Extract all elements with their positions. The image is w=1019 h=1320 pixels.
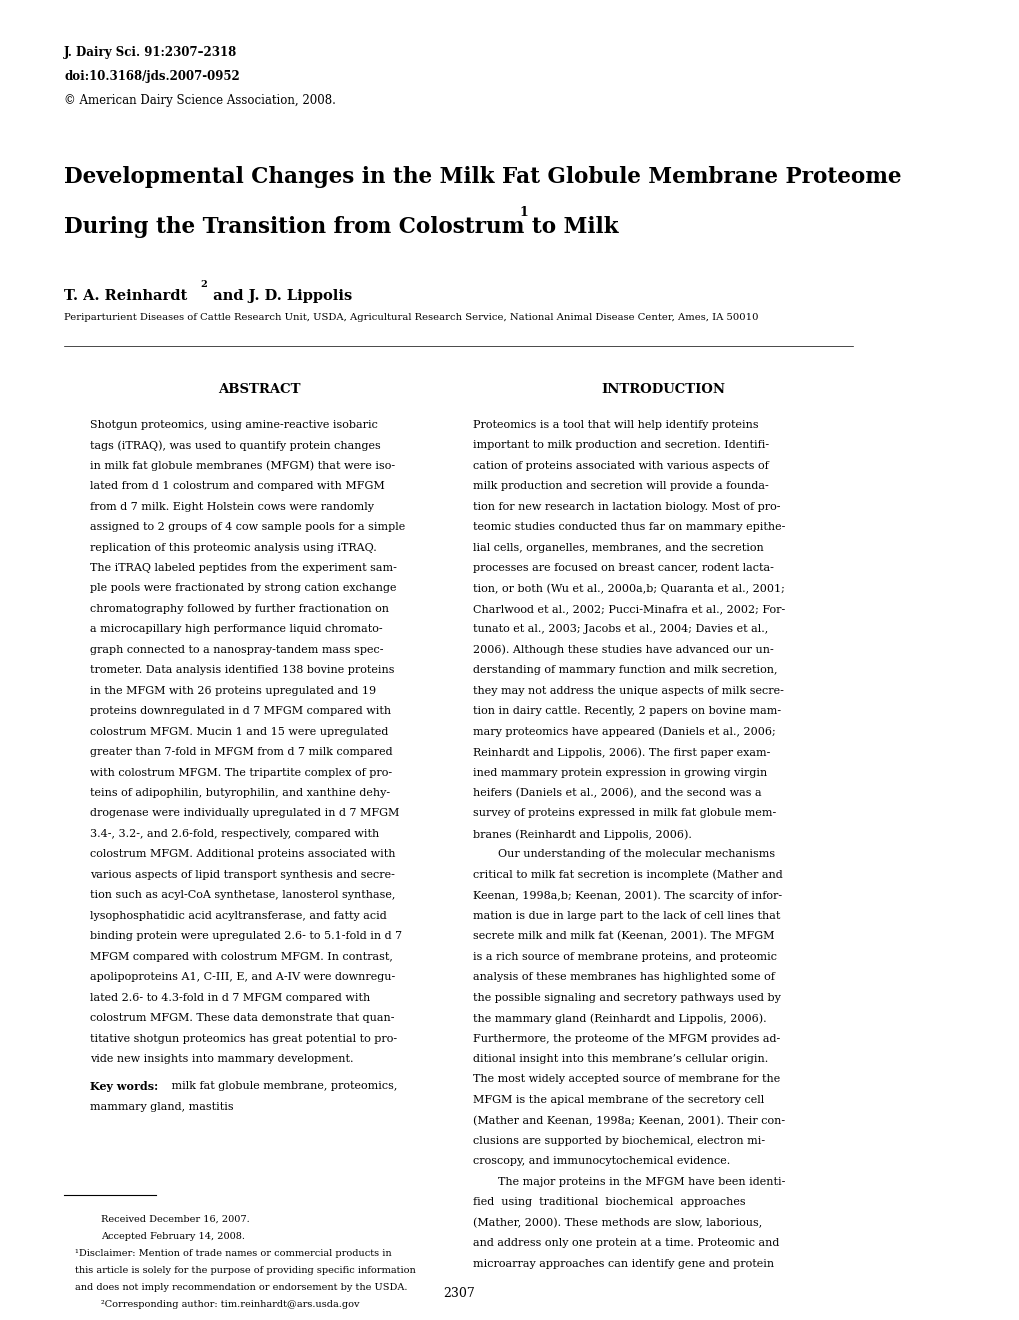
Text: Received December 16, 2007.: Received December 16, 2007. bbox=[101, 1214, 250, 1224]
Text: tion for new research in lactation biology. Most of pro-: tion for new research in lactation biolo… bbox=[472, 502, 780, 512]
Text: tunato et al., 2003; Jacobs et al., 2004; Davies et al.,: tunato et al., 2003; Jacobs et al., 2004… bbox=[472, 624, 767, 635]
Text: important to milk production and secretion. Identifi-: important to milk production and secreti… bbox=[472, 441, 768, 450]
Text: chromatography followed by further fractionation on: chromatography followed by further fract… bbox=[90, 603, 388, 614]
Text: The iTRAQ labeled peptides from the experiment sam-: The iTRAQ labeled peptides from the expe… bbox=[90, 562, 396, 573]
Text: the possible signaling and secretory pathways used by: the possible signaling and secretory pat… bbox=[472, 993, 780, 1003]
Text: Keenan, 1998a,b; Keenan, 2001). The scarcity of infor-: Keenan, 1998a,b; Keenan, 2001). The scar… bbox=[472, 890, 781, 902]
Text: a microcapillary high performance liquid chromato-: a microcapillary high performance liquid… bbox=[90, 624, 382, 635]
Text: is a rich source of membrane proteins, and proteomic: is a rich source of membrane proteins, a… bbox=[472, 952, 775, 962]
Text: Our understanding of the molecular mechanisms: Our understanding of the molecular mecha… bbox=[498, 850, 774, 859]
Text: ple pools were fractionated by strong cation exchange: ple pools were fractionated by strong ca… bbox=[90, 583, 396, 594]
Text: doi:10.3168/jds.2007-0952: doi:10.3168/jds.2007-0952 bbox=[64, 70, 239, 83]
Text: Key words:: Key words: bbox=[90, 1081, 158, 1092]
Text: replication of this proteomic analysis using iTRAQ.: replication of this proteomic analysis u… bbox=[90, 543, 376, 553]
Text: this article is solely for the purpose of providing specific information: this article is solely for the purpose o… bbox=[75, 1266, 416, 1275]
Text: Shotgun proteomics, using amine-reactive isobaric: Shotgun proteomics, using amine-reactive… bbox=[90, 420, 377, 430]
Text: lated from d 1 colostrum and compared with MFGM: lated from d 1 colostrum and compared wi… bbox=[90, 482, 384, 491]
Text: cation of proteins associated with various aspects of: cation of proteins associated with vario… bbox=[472, 461, 767, 471]
Text: The most widely accepted source of membrane for the: The most widely accepted source of membr… bbox=[472, 1074, 780, 1085]
Text: fied  using  traditional  biochemical  approaches: fied using traditional biochemical appro… bbox=[472, 1197, 745, 1208]
Text: © American Dairy Science Association, 2008.: © American Dairy Science Association, 20… bbox=[64, 94, 336, 107]
Text: colostrum MFGM. Mucin 1 and 15 were upregulated: colostrum MFGM. Mucin 1 and 15 were upre… bbox=[90, 726, 388, 737]
Text: processes are focused on breast cancer, rodent lacta-: processes are focused on breast cancer, … bbox=[472, 562, 772, 573]
Text: in the MFGM with 26 proteins upregulated and 19: in the MFGM with 26 proteins upregulated… bbox=[90, 685, 376, 696]
Text: and J. D. Lippolis: and J. D. Lippolis bbox=[208, 289, 353, 304]
Text: heifers (Daniels et al., 2006), and the second was a: heifers (Daniels et al., 2006), and the … bbox=[472, 788, 760, 799]
Text: with colostrum MFGM. The tripartite complex of pro-: with colostrum MFGM. The tripartite comp… bbox=[90, 767, 391, 777]
Text: ined mammary protein expression in growing virgin: ined mammary protein expression in growi… bbox=[472, 767, 766, 777]
Text: Periparturient Diseases of Cattle Research Unit, USDA, Agricultural Research Ser: Periparturient Diseases of Cattle Resear… bbox=[64, 313, 758, 322]
Text: lial cells, organelles, membranes, and the secretion: lial cells, organelles, membranes, and t… bbox=[472, 543, 762, 553]
Text: 1: 1 bbox=[519, 206, 528, 219]
Text: they may not address the unique aspects of milk secre-: they may not address the unique aspects … bbox=[472, 685, 783, 696]
Text: (Mather, 2000). These methods are slow, laborious,: (Mather, 2000). These methods are slow, … bbox=[472, 1218, 761, 1228]
Text: lysophosphatidic acid acyltransferase, and fatty acid: lysophosphatidic acid acyltransferase, a… bbox=[90, 911, 386, 921]
Text: (Mather and Keenan, 1998a; Keenan, 2001). Their con-: (Mather and Keenan, 1998a; Keenan, 2001)… bbox=[472, 1115, 784, 1126]
Text: Reinhardt and Lippolis, 2006). The first paper exam-: Reinhardt and Lippolis, 2006). The first… bbox=[472, 747, 769, 758]
Text: clusions are supported by biochemical, electron mi-: clusions are supported by biochemical, e… bbox=[472, 1137, 764, 1146]
Text: critical to milk fat secretion is incomplete (Mather and: critical to milk fat secretion is incomp… bbox=[472, 870, 782, 880]
Text: colostrum MFGM. Additional proteins associated with: colostrum MFGM. Additional proteins asso… bbox=[90, 850, 395, 859]
Text: secrete milk and milk fat (Keenan, 2001). The MFGM: secrete milk and milk fat (Keenan, 2001)… bbox=[472, 932, 773, 941]
Text: the mammary gland (Reinhardt and Lippolis, 2006).: the mammary gland (Reinhardt and Lippoli… bbox=[472, 1014, 765, 1024]
Text: ABSTRACT: ABSTRACT bbox=[218, 383, 301, 396]
Text: ²Corresponding author: tim.reinhardt@ars.usda.gov: ²Corresponding author: tim.reinhardt@ars… bbox=[101, 1300, 359, 1309]
Text: colostrum MFGM. These data demonstrate that quan-: colostrum MFGM. These data demonstrate t… bbox=[90, 1014, 394, 1023]
Text: analysis of these membranes has highlighted some of: analysis of these membranes has highligh… bbox=[472, 972, 773, 982]
Text: T. A. Reinhardt: T. A. Reinhardt bbox=[64, 289, 187, 304]
Text: The major proteins in the MFGM have been identi-: The major proteins in the MFGM have been… bbox=[498, 1177, 785, 1187]
Text: lated 2.6- to 4.3-fold in d 7 MFGM compared with: lated 2.6- to 4.3-fold in d 7 MFGM compa… bbox=[90, 993, 370, 1003]
Text: branes (Reinhardt and Lippolis, 2006).: branes (Reinhardt and Lippolis, 2006). bbox=[472, 829, 691, 840]
Text: ¹Disclaimer: Mention of trade names or commercial products in: ¹Disclaimer: Mention of trade names or c… bbox=[75, 1249, 391, 1258]
Text: 2307: 2307 bbox=[442, 1287, 474, 1300]
Text: Charlwood et al., 2002; Pucci-Minafra et al., 2002; For-: Charlwood et al., 2002; Pucci-Minafra et… bbox=[472, 603, 784, 614]
Text: and does not imply recommendation or endorsement by the USDA.: and does not imply recommendation or end… bbox=[75, 1283, 408, 1292]
Text: teomic studies conducted thus far on mammary epithe-: teomic studies conducted thus far on mam… bbox=[472, 523, 785, 532]
Text: 3.4-, 3.2-, and 2.6-fold, respectively, compared with: 3.4-, 3.2-, and 2.6-fold, respectively, … bbox=[90, 829, 379, 840]
Text: mary proteomics have appeared (Daniels et al., 2006;: mary proteomics have appeared (Daniels e… bbox=[472, 726, 774, 738]
Text: and address only one protein at a time. Proteomic and: and address only one protein at a time. … bbox=[472, 1238, 779, 1249]
Text: 2: 2 bbox=[200, 280, 207, 289]
Text: During the Transition from Colostrum to Milk: During the Transition from Colostrum to … bbox=[64, 216, 619, 239]
Text: tags (iTRAQ), was used to quantify protein changes: tags (iTRAQ), was used to quantify prote… bbox=[90, 441, 380, 451]
Text: tion in dairy cattle. Recently, 2 papers on bovine mam-: tion in dairy cattle. Recently, 2 papers… bbox=[472, 706, 780, 717]
Text: tion such as acyl-CoA synthetase, lanosterol synthase,: tion such as acyl-CoA synthetase, lanost… bbox=[90, 890, 395, 900]
Text: graph connected to a nanospray-tandem mass spec-: graph connected to a nanospray-tandem ma… bbox=[90, 644, 383, 655]
Text: microarray approaches can identify gene and protein: microarray approaches can identify gene … bbox=[472, 1259, 773, 1269]
Text: milk fat globule membrane, proteomics,: milk fat globule membrane, proteomics, bbox=[168, 1081, 397, 1092]
Text: mation is due in large part to the lack of cell lines that: mation is due in large part to the lack … bbox=[472, 911, 780, 921]
Text: apolipoproteins A1, C-III, E, and A-IV were downregu-: apolipoproteins A1, C-III, E, and A-IV w… bbox=[90, 972, 394, 982]
Text: binding protein were upregulated 2.6- to 5.1-fold in d 7: binding protein were upregulated 2.6- to… bbox=[90, 932, 401, 941]
Text: croscopy, and immunocytochemical evidence.: croscopy, and immunocytochemical evidenc… bbox=[472, 1156, 730, 1167]
Text: Proteomics is a tool that will help identify proteins: Proteomics is a tool that will help iden… bbox=[472, 420, 757, 430]
Text: 2006). Although these studies have advanced our un-: 2006). Although these studies have advan… bbox=[472, 644, 772, 656]
Text: Developmental Changes in the Milk Fat Globule Membrane Proteome: Developmental Changes in the Milk Fat Gl… bbox=[64, 166, 901, 189]
Text: greater than 7-fold in MFGM from d 7 milk compared: greater than 7-fold in MFGM from d 7 mil… bbox=[90, 747, 392, 758]
Text: various aspects of lipid transport synthesis and secre-: various aspects of lipid transport synth… bbox=[90, 870, 394, 880]
Text: vide new insights into mammary development.: vide new insights into mammary developme… bbox=[90, 1055, 354, 1064]
Text: titative shotgun proteomics has great potential to pro-: titative shotgun proteomics has great po… bbox=[90, 1034, 396, 1044]
Text: MFGM compared with colostrum MFGM. In contrast,: MFGM compared with colostrum MFGM. In co… bbox=[90, 952, 392, 962]
Text: in milk fat globule membranes (MFGM) that were iso-: in milk fat globule membranes (MFGM) tha… bbox=[90, 461, 394, 471]
Text: from d 7 milk. Eight Holstein cows were randomly: from d 7 milk. Eight Holstein cows were … bbox=[90, 502, 374, 512]
Text: tion, or both (Wu et al., 2000a,b; Quaranta et al., 2001;: tion, or both (Wu et al., 2000a,b; Quara… bbox=[472, 583, 784, 594]
Text: derstanding of mammary function and milk secretion,: derstanding of mammary function and milk… bbox=[472, 665, 776, 676]
Text: Furthermore, the proteome of the MFGM provides ad-: Furthermore, the proteome of the MFGM pr… bbox=[472, 1034, 780, 1044]
Text: teins of adipophilin, butyrophilin, and xanthine dehy-: teins of adipophilin, butyrophilin, and … bbox=[90, 788, 389, 799]
Text: INTRODUCTION: INTRODUCTION bbox=[600, 383, 725, 396]
Text: J. Dairy Sci. 91:2307–2318: J. Dairy Sci. 91:2307–2318 bbox=[64, 46, 237, 59]
Text: milk production and secretion will provide a founda-: milk production and secretion will provi… bbox=[472, 482, 767, 491]
Text: proteins downregulated in d 7 MFGM compared with: proteins downregulated in d 7 MFGM compa… bbox=[90, 706, 390, 717]
Text: trometer. Data analysis identified 138 bovine proteins: trometer. Data analysis identified 138 b… bbox=[90, 665, 394, 676]
Text: drogenase were individually upregulated in d 7 MFGM: drogenase were individually upregulated … bbox=[90, 808, 398, 818]
Text: ditional insight into this membrane’s cellular origin.: ditional insight into this membrane’s ce… bbox=[472, 1055, 767, 1064]
Text: Accepted February 14, 2008.: Accepted February 14, 2008. bbox=[101, 1232, 245, 1241]
Text: mammary gland, mastitis: mammary gland, mastitis bbox=[90, 1102, 233, 1111]
Text: MFGM is the apical membrane of the secretory cell: MFGM is the apical membrane of the secre… bbox=[472, 1096, 763, 1105]
Text: assigned to 2 groups of 4 cow sample pools for a simple: assigned to 2 groups of 4 cow sample poo… bbox=[90, 523, 405, 532]
Text: survey of proteins expressed in milk fat globule mem-: survey of proteins expressed in milk fat… bbox=[472, 808, 775, 818]
